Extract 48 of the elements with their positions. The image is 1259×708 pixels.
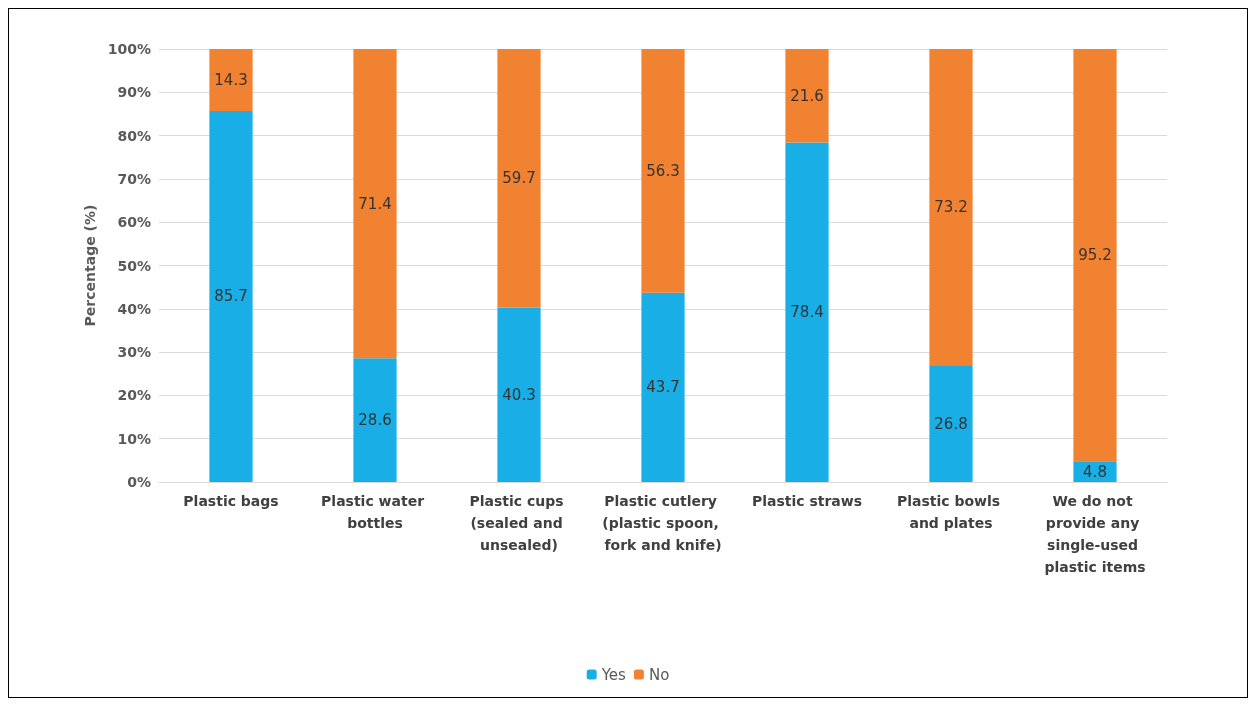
data-label: 85.7 — [214, 287, 248, 306]
y-tick-label: 90% — [117, 84, 151, 101]
data-label: 78.4 — [790, 303, 824, 322]
bar — [785, 49, 829, 143]
bar — [785, 142, 829, 482]
data-label: 21.6 — [790, 86, 824, 105]
data-label: 56.3 — [646, 161, 680, 180]
bar — [929, 49, 973, 366]
y-axis-title: Percentage (%) — [81, 204, 98, 327]
y-tick-label: 30% — [117, 344, 151, 361]
legend-label: Yes — [600, 665, 627, 684]
data-label: 26.8 — [934, 414, 968, 433]
bar — [353, 358, 397, 482]
bar — [497, 307, 541, 482]
x-tick-label: Plastic straws — [751, 493, 863, 509]
y-tick-label: 60% — [117, 214, 151, 231]
x-tick-label: Plastic bags — [183, 493, 279, 509]
bar — [929, 365, 973, 482]
y-tick-label: 100% — [107, 41, 151, 57]
bar — [641, 292, 685, 482]
x-tick-label: Plastic cutlery (plastic spoon, fork and knife) — [602, 493, 724, 553]
y-tick-label: 0% — [127, 474, 151, 490]
bar — [209, 49, 253, 111]
bar — [353, 49, 397, 359]
bar — [497, 49, 541, 308]
y-tick-label: 40% — [117, 300, 151, 317]
x-tick-label: Plastic cups (sealed and unsealed) — [469, 493, 569, 553]
data-label: 43.7 — [646, 378, 680, 397]
bar — [641, 49, 685, 293]
data-label: 4.8 — [1083, 462, 1107, 481]
y-tick-label: 50% — [117, 257, 151, 274]
data-label: 71.4 — [358, 194, 392, 213]
data-label: 95.2 — [1078, 246, 1112, 265]
bar — [209, 110, 253, 482]
bar — [1073, 49, 1117, 462]
y-tick-label: 70% — [117, 170, 151, 187]
x-tick-label: We do not provide any single-used plastic items — [1044, 493, 1146, 575]
data-label: 73.2 — [934, 198, 968, 217]
x-tick-label: Plastic bowls and plates — [896, 493, 1006, 531]
data-label: 40.3 — [502, 385, 536, 404]
y-tick-label: 10% — [117, 430, 151, 447]
legend-label: No — [648, 665, 670, 684]
data-label: 28.6 — [358, 411, 392, 430]
y-tick-label: 80% — [117, 127, 151, 144]
y-tick-label: 20% — [117, 387, 151, 404]
x-tick-label: Plastic water bottles — [321, 493, 429, 531]
data-label: 14.3 — [214, 70, 248, 89]
data-label: 59.7 — [502, 169, 536, 188]
